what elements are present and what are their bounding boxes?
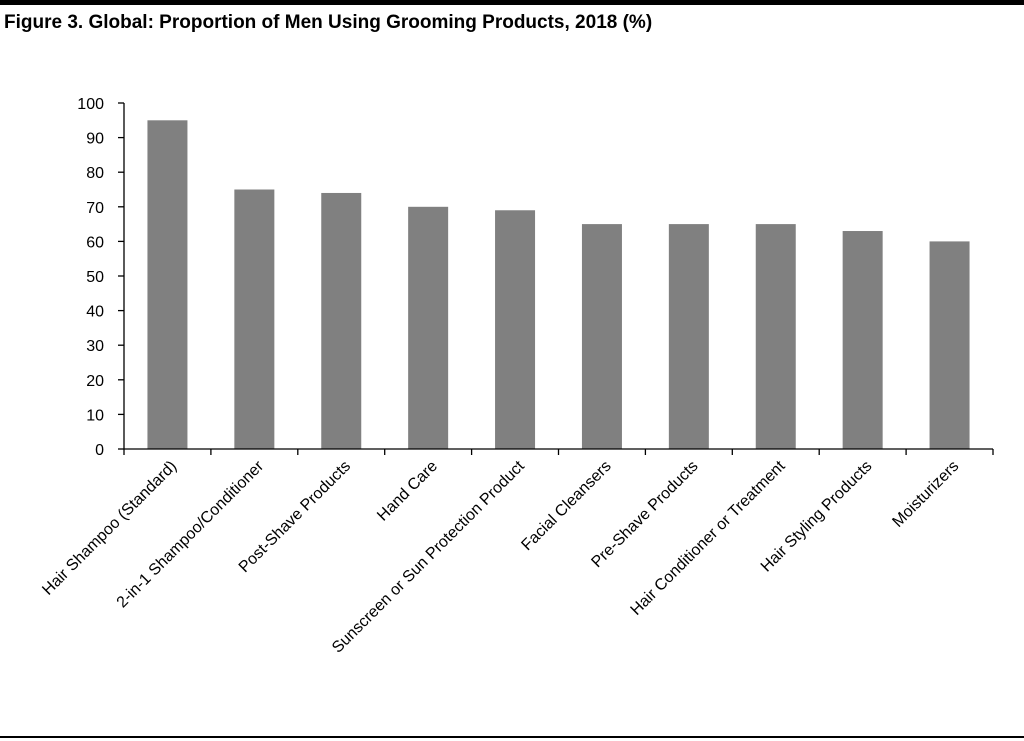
top-rule xyxy=(0,0,1024,5)
y-tick-label: 10 xyxy=(86,407,104,424)
bar xyxy=(668,224,709,449)
x-tick-label: Sunscreen or Sun Protection Product xyxy=(329,457,528,656)
y-tick-label: 20 xyxy=(86,373,104,390)
bar xyxy=(234,189,275,449)
y-tick-label: 60 xyxy=(86,234,104,251)
y-tick-label: 100 xyxy=(77,96,104,113)
y-tick-label: 70 xyxy=(86,200,104,217)
y-tick-label: 0 xyxy=(95,442,104,459)
bar xyxy=(755,224,796,449)
x-tick-label: Moisturizers xyxy=(889,458,962,531)
bar xyxy=(408,206,449,449)
bar xyxy=(842,231,883,449)
chart-title: Figure 3. Global: Proportion of Men Usin… xyxy=(4,12,652,33)
y-tick-label: 90 xyxy=(86,131,104,148)
bar xyxy=(581,224,622,449)
y-tick-label: 80 xyxy=(86,165,104,182)
y-tick-label: 30 xyxy=(86,338,104,355)
x-tick-label: Hair Conditioner or Treatment xyxy=(628,457,789,618)
bar xyxy=(929,241,970,449)
bar xyxy=(495,210,536,449)
y-tick-label: 50 xyxy=(86,269,104,286)
bar xyxy=(321,192,362,449)
y-tick-label: 40 xyxy=(86,304,104,321)
bottom-rule xyxy=(0,736,1024,738)
bar xyxy=(147,120,188,450)
x-tick-label: 2-in-1 Shampoo/Conditioner xyxy=(114,457,268,611)
x-tick-label: Hand Care xyxy=(374,458,441,525)
x-tick-label: Facial Cleansers xyxy=(519,458,615,554)
